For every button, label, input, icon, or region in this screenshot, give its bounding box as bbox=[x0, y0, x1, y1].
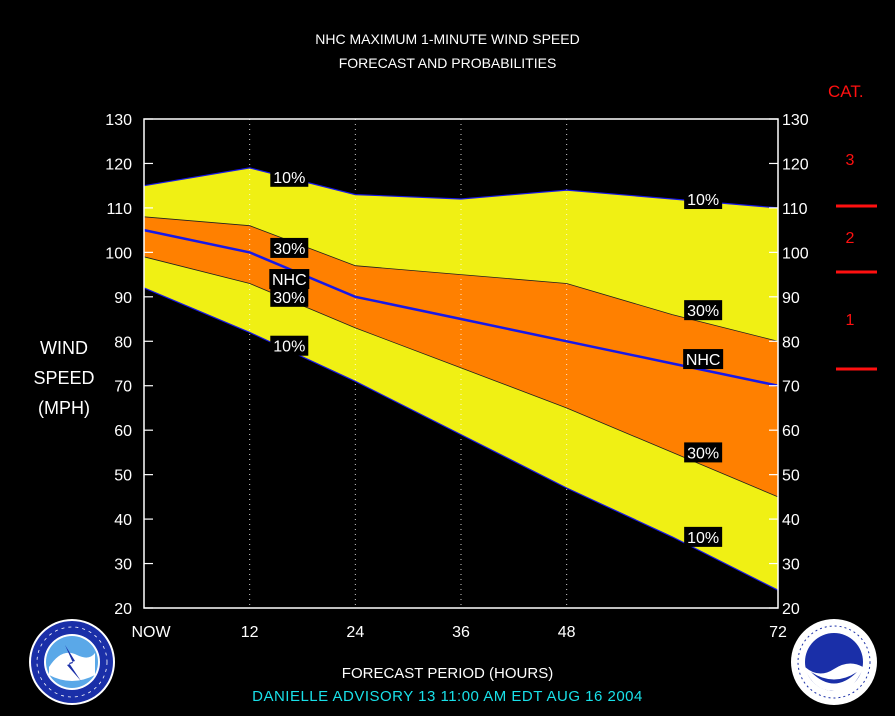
annotation-label-8: 30% bbox=[687, 445, 719, 462]
annotation-label-9: 10% bbox=[687, 530, 719, 547]
annotation-label-2: NHC bbox=[272, 272, 307, 289]
y-tick-label-left-50: 50 bbox=[114, 468, 132, 485]
x-tick-label-12: 12 bbox=[241, 624, 259, 641]
annotation-box-7 bbox=[683, 349, 724, 370]
category-scale-title: CAT. bbox=[828, 82, 864, 101]
chart-title-line-1: NHC MAXIMUM 1-MINUTE WIND SPEED bbox=[315, 31, 580, 47]
x-tick-label-36: 36 bbox=[452, 624, 470, 641]
y-axis-label-line-3: (MPH) bbox=[38, 398, 90, 418]
annotation-box-8 bbox=[684, 442, 723, 463]
series-line-upper-30 bbox=[143, 216, 779, 342]
chart-title-line-2: FORECAST AND PROBABILITIES bbox=[338, 55, 557, 71]
y-tick-label-right-70: 70 bbox=[782, 379, 800, 396]
y-tick-label-right-50: 50 bbox=[782, 468, 800, 485]
category-label-2: 2 bbox=[846, 230, 855, 247]
nws-logo bbox=[29, 619, 115, 705]
noaa-logo bbox=[791, 619, 877, 705]
y-tick-label-left-80: 80 bbox=[114, 334, 132, 351]
x-tick-label-48: 48 bbox=[558, 624, 576, 641]
y-tick-label-left-130: 130 bbox=[105, 112, 132, 129]
y-tick-label-right-120: 120 bbox=[782, 156, 809, 173]
category-label-3: 3 bbox=[846, 152, 855, 169]
annotation-label-3: 30% bbox=[273, 290, 305, 307]
annotation-label-4: 10% bbox=[273, 339, 305, 356]
y-tick-label-right-40: 40 bbox=[782, 512, 800, 529]
x-tick-label-0: NOW bbox=[131, 624, 171, 641]
y-tick-label-left-100: 100 bbox=[105, 245, 132, 262]
x-tick-label-24: 24 bbox=[346, 624, 364, 641]
series-line-nhc-forecast bbox=[143, 228, 779, 387]
annotation-box-9 bbox=[684, 526, 723, 547]
plot-frame bbox=[143, 118, 779, 609]
y-tick-label-right-20: 20 bbox=[782, 601, 800, 618]
y-tick-label-left-110: 110 bbox=[106, 201, 132, 218]
advisory-info: DANIELLE ADVISORY 13 11:00 AM EDT AUG 16… bbox=[252, 688, 643, 705]
annotation-label-5: 10% bbox=[687, 192, 719, 209]
y-tick-label-right-90: 90 bbox=[782, 290, 800, 307]
y-axis-label-line-2: SPEED bbox=[33, 368, 95, 388]
annotation-label-6: 30% bbox=[687, 303, 719, 320]
y-axis-label-line-1: WIND bbox=[40, 338, 88, 358]
y-tick-label-right-30: 30 bbox=[782, 557, 800, 574]
annotation-box-5 bbox=[684, 189, 723, 210]
x-tick-label-72: 72 bbox=[769, 624, 787, 641]
y-tick-label-left-60: 60 bbox=[114, 423, 132, 440]
annotation-box-3 bbox=[270, 286, 309, 307]
series-line-lower-30 bbox=[143, 256, 779, 498]
annotation-label-1: 30% bbox=[273, 241, 305, 258]
annotation-box-6 bbox=[684, 300, 723, 321]
y-tick-label-left-20: 20 bbox=[114, 601, 132, 618]
y-tick-label-right-60: 60 bbox=[782, 423, 800, 440]
annotation-box-0 bbox=[270, 166, 309, 187]
y-tick-label-left-90: 90 bbox=[114, 290, 132, 307]
y-tick-label-left-30: 30 bbox=[114, 557, 132, 574]
y-tick-label-right-130: 130 bbox=[782, 112, 809, 129]
y-tick-label-right-80: 80 bbox=[782, 334, 800, 351]
annotation-box-4 bbox=[270, 335, 309, 356]
y-tick-label-left-120: 120 bbox=[105, 156, 132, 173]
y-tick-label-left-40: 40 bbox=[114, 512, 132, 529]
y-tick-label-left-70: 70 bbox=[114, 379, 132, 396]
annotation-label-7: NHC bbox=[686, 352, 721, 369]
annotation-box-1 bbox=[270, 237, 309, 258]
annotation-box-2 bbox=[269, 269, 310, 290]
y-tick-label-right-110: 110 bbox=[782, 201, 808, 218]
category-label-1: 1 bbox=[846, 312, 855, 329]
annotation-label-0: 10% bbox=[273, 170, 305, 187]
series-line-upper-10 bbox=[143, 167, 779, 209]
series-line-lower-10 bbox=[143, 287, 779, 591]
x-axis-label: FORECAST PERIOD (HOURS) bbox=[341, 665, 554, 682]
y-tick-label-right-100: 100 bbox=[782, 245, 809, 262]
